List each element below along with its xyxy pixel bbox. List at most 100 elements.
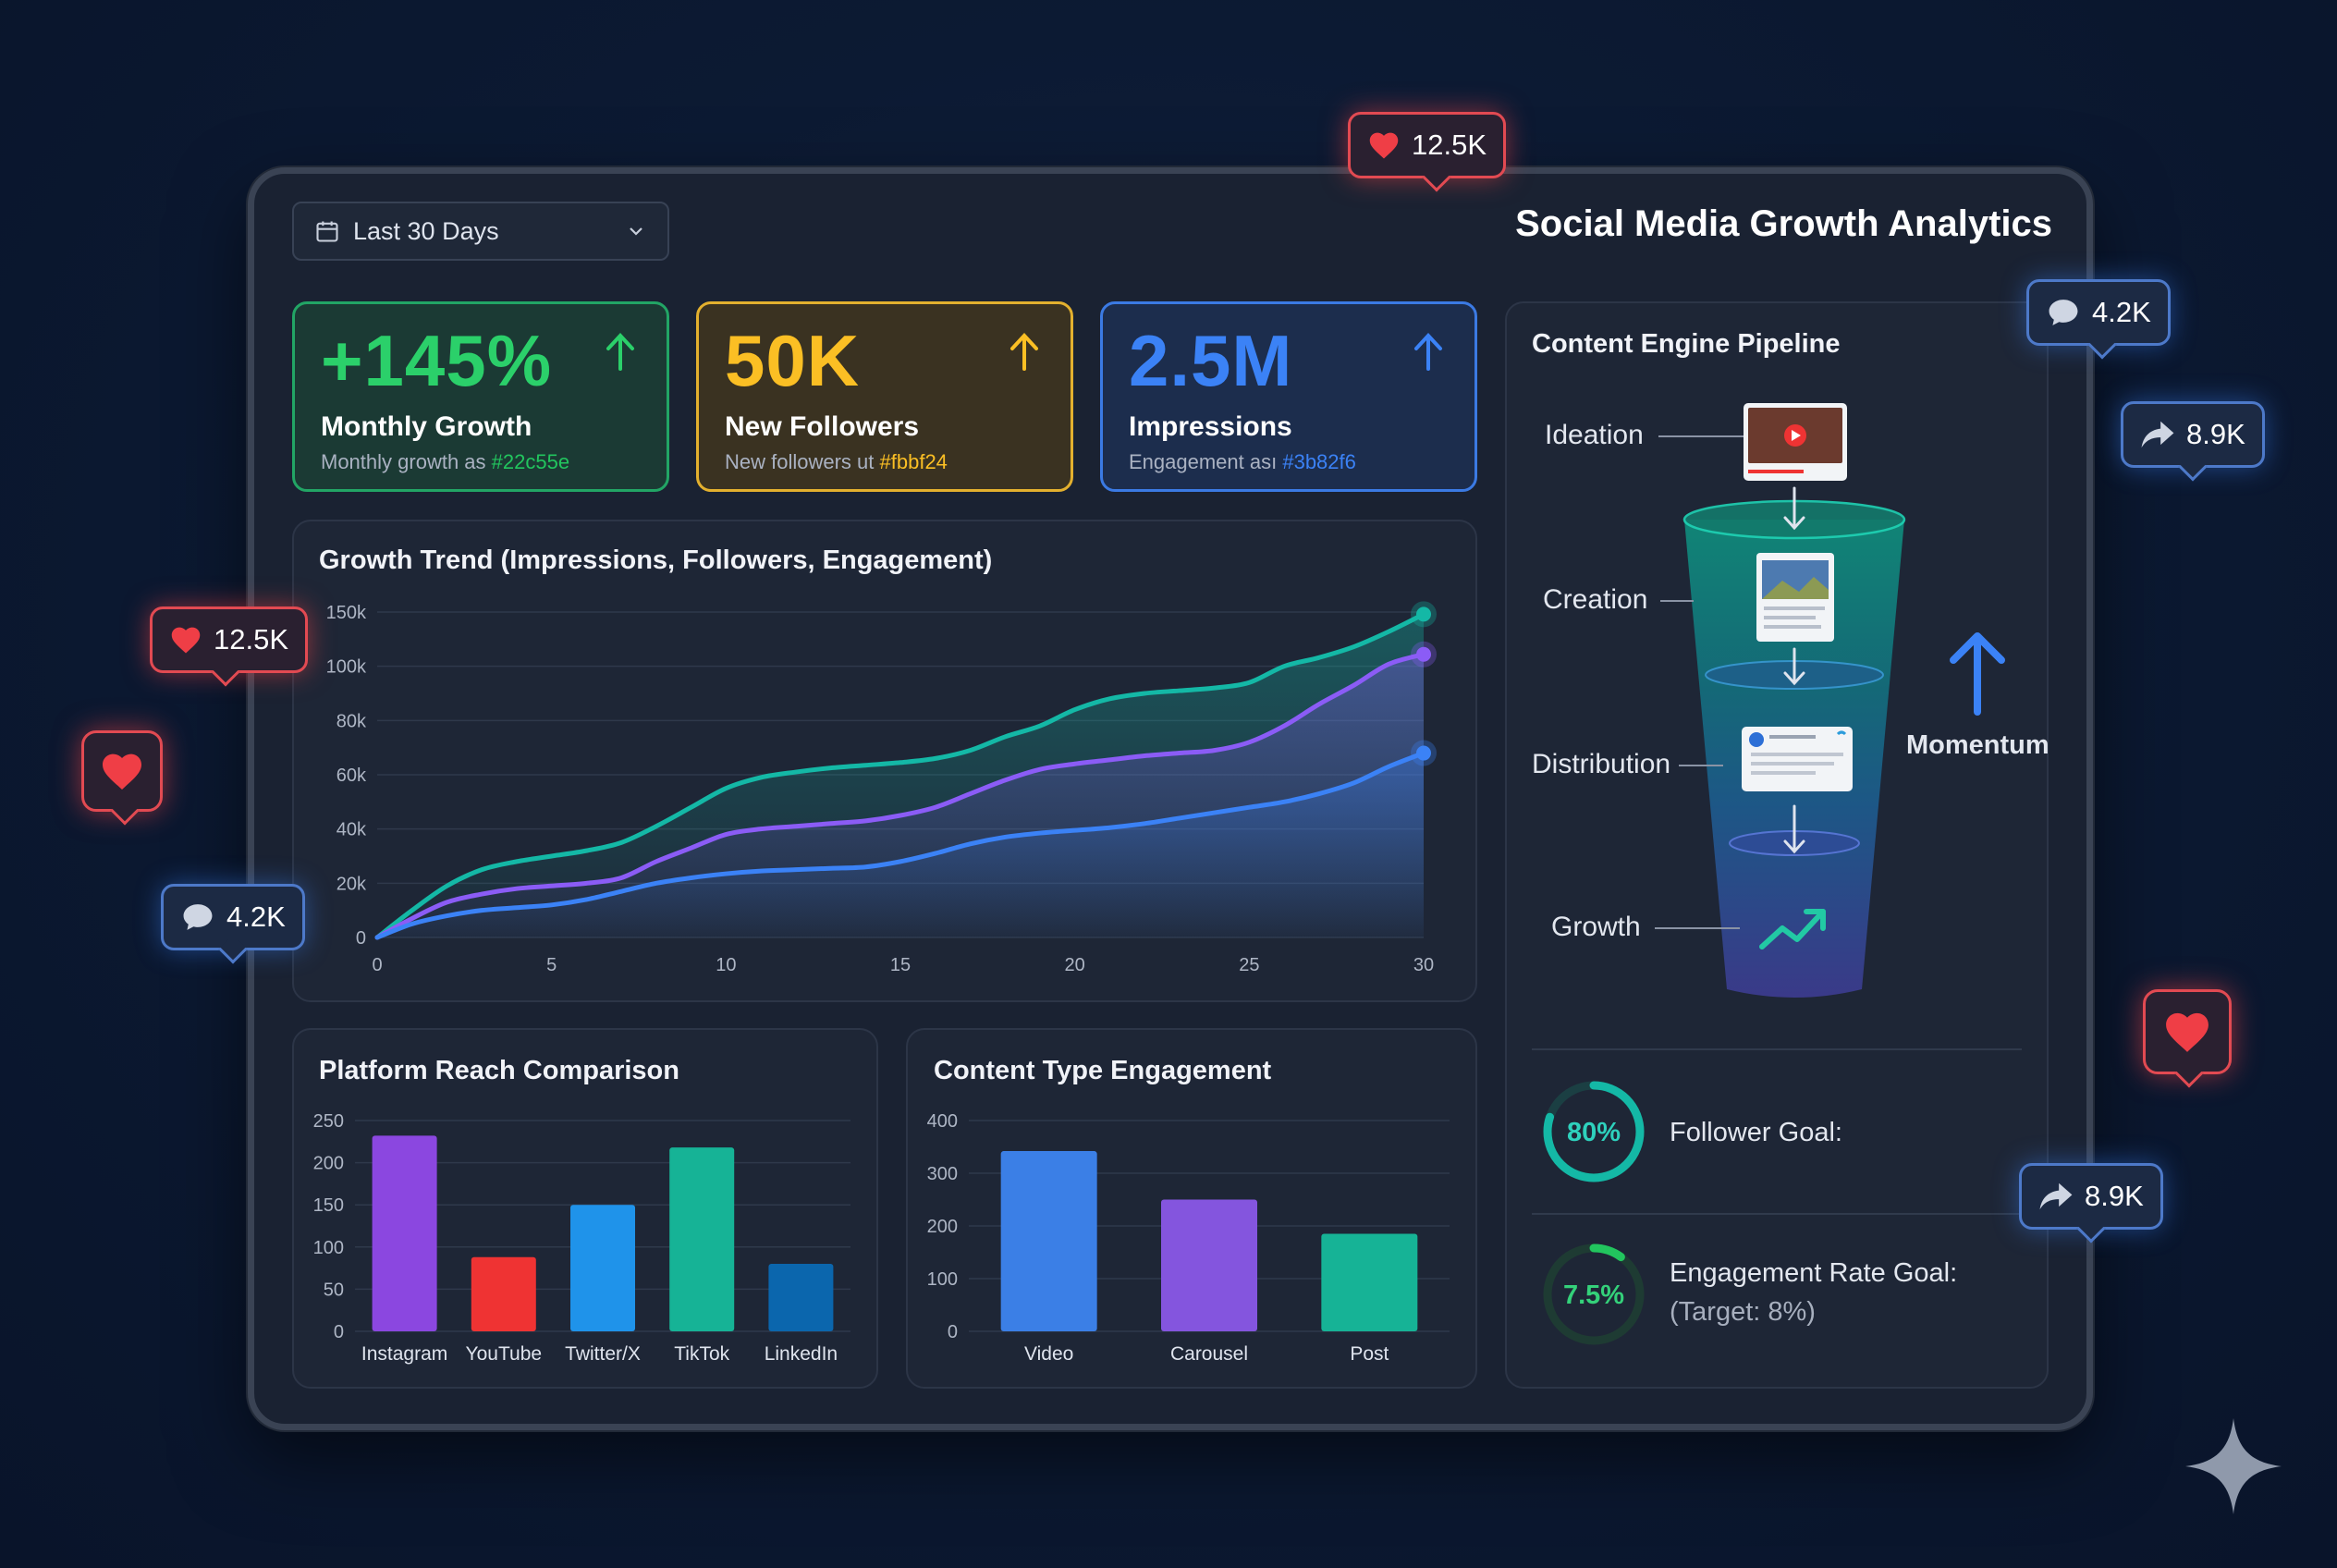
- y-tick-label: 150: [313, 1195, 344, 1216]
- y-tick-label: 150k: [326, 603, 367, 623]
- series-area-engagement: [377, 753, 1424, 937]
- content-type-chart: 0 100 200 300 400 Video Carousel Post: [927, 1111, 1450, 1365]
- divider: [1532, 1213, 2022, 1215]
- y-tick-label: 200: [927, 1217, 958, 1237]
- arrow-up-icon: [606, 333, 634, 371]
- platform-reach-title: Platform Reach Comparison: [319, 1056, 679, 1085]
- series-line-followers: [374, 652, 1426, 940]
- y-tick-label: 400: [927, 1111, 958, 1132]
- comments-count: 4.2K: [226, 900, 286, 933]
- comment-icon: [2049, 300, 2078, 325]
- x-tick-label: 20: [1065, 955, 1085, 975]
- kpi-card-monthly-growth[interactable]: +145% Monthly Growth Monthly growth as #…: [292, 301, 669, 492]
- x-tick-label: TikTok: [674, 1343, 729, 1365]
- y-tick-label: 80k: [336, 711, 367, 731]
- x-tick-label: 30: [1413, 955, 1434, 975]
- engagement-goal-label: Engagement Rate Goal: (Target: 8%): [1670, 1258, 1958, 1328]
- x-tick-label: Post: [1350, 1343, 1389, 1365]
- shares-bubble-right-top: 8.9K: [2121, 401, 2265, 482]
- page-title: Social Media Growth Analytics: [1515, 203, 2052, 244]
- date-range-value: Last 30 Days: [353, 216, 499, 245]
- platform-reach-chart: 0 50 100 150 200 250 Instagram YouTube Twitter/X…: [313, 1111, 850, 1365]
- bar-linkedin: [768, 1264, 834, 1331]
- x-tick-label: Carousel: [1170, 1343, 1248, 1365]
- y-tick-label: 100: [313, 1238, 344, 1258]
- likes-bubble-top: 12.5K: [1348, 112, 1507, 192]
- y-tick-label: 0: [948, 1322, 958, 1342]
- kpi-subtext: Engagement ası #3b82f6: [1129, 450, 1356, 473]
- engagement-goal-ring: 7.5%: [1543, 1243, 1645, 1345]
- bar-tiktok: [669, 1147, 735, 1331]
- likes-bubble-left: 12.5K: [150, 606, 309, 687]
- series-end-point: [1416, 606, 1431, 622]
- x-tick-label: 0: [372, 955, 382, 975]
- x-tick-label: Instagram: [361, 1343, 447, 1365]
- y-tick-label: 200: [313, 1154, 344, 1174]
- bar-carousel: [1161, 1199, 1257, 1331]
- heart-icon: [1369, 132, 1399, 159]
- kpi-subtext: Monthly growth as #22c55e: [321, 450, 570, 473]
- heart-icon: [2166, 1012, 2209, 1052]
- momentum-label: Momentum: [1906, 730, 2049, 760]
- kpi-value: 2.5M: [1129, 320, 1293, 401]
- share-icon: [2039, 1182, 2073, 1210]
- heart-icon: [103, 753, 141, 790]
- pipeline-stage-growth: Growth: [1551, 912, 1641, 942]
- bar-youtube: [471, 1256, 536, 1331]
- heart-bubble-left: [81, 730, 163, 826]
- bar-post: [1321, 1233, 1418, 1331]
- pipeline-stage-ideation: Ideation: [1545, 420, 1644, 450]
- pipeline-funnel: [1655, 403, 2005, 998]
- bar-instagram: [372, 1135, 437, 1331]
- comments-bubble-left: 4.2K: [161, 884, 305, 964]
- shares-count: 8.9K: [2186, 418, 2245, 450]
- pipeline-title: Content Engine Pipeline: [1532, 329, 1841, 359]
- kpi-label: Impressions: [1129, 411, 1292, 442]
- shares-bubble-right-bottom: 8.9K: [2019, 1163, 2163, 1243]
- x-tick-label: YouTube: [466, 1343, 543, 1365]
- calendar-icon: [316, 221, 338, 242]
- kpi-value: 50K: [725, 320, 861, 401]
- divider: [1532, 1048, 2022, 1050]
- comments-bubble-right: 4.2K: [2026, 279, 2171, 360]
- x-tick-label: Video: [1024, 1343, 1073, 1365]
- y-tick-label: 0: [356, 928, 366, 949]
- bar-video: [1000, 1151, 1097, 1331]
- follower-goal-ring: 80%: [1543, 1081, 1645, 1182]
- video-thumbnail-icon: [1744, 403, 1847, 481]
- sparkle-icon: [2185, 1418, 2282, 1514]
- pipeline-stage-creation: Creation: [1543, 584, 1648, 615]
- momentum-arrow-icon: [1950, 632, 2005, 716]
- chevron-down-icon: [630, 227, 642, 236]
- y-tick-label: 50: [324, 1280, 344, 1300]
- bar-twitterx: [570, 1205, 635, 1331]
- series-end-point: [1416, 745, 1431, 761]
- social-post-icon: [1742, 727, 1853, 791]
- content-type-title: Content Type Engagement: [934, 1056, 1272, 1085]
- growth-trend-chart: 0 20k 40k 60k 80k 100k 150k 0 5 10 15 20 25 30: [326, 601, 1437, 975]
- likes-count: 12.5K: [214, 623, 289, 655]
- y-tick-label: 20k: [336, 874, 367, 894]
- y-tick-label: 100: [927, 1269, 958, 1290]
- x-tick-label: LinkedIn: [765, 1343, 838, 1365]
- arrow-up-icon: [1010, 333, 1038, 371]
- heart-bubble-right: [2143, 989, 2232, 1088]
- trending-up-icon: [1759, 909, 1826, 949]
- series-line-impressions: [374, 611, 1426, 940]
- follower-goal-label: Follower Goal:: [1670, 1118, 1842, 1147]
- image-post-icon: [1756, 553, 1834, 642]
- x-tick-label: 10: [716, 955, 736, 975]
- kpi-card-impressions[interactable]: 2.5M Impressions Engagement ası #3b82f6: [1100, 301, 1477, 492]
- y-tick-label: 0: [334, 1322, 344, 1342]
- date-range-select[interactable]: Last 30 Days: [292, 202, 669, 261]
- share-icon: [2141, 421, 2174, 448]
- x-tick-label: 25: [1239, 955, 1259, 975]
- goal-ring-progress: [1543, 1081, 1645, 1182]
- kpi-card-new-followers[interactable]: 50K New Followers New followers ut #fbbf…: [696, 301, 1073, 492]
- likes-count: 12.5K: [1412, 129, 1487, 161]
- goal-percent-label: 80%: [1567, 1118, 1621, 1147]
- y-tick-label: 60k: [336, 766, 367, 786]
- y-tick-label: 100k: [326, 657, 367, 678]
- shares-count: 8.9K: [2085, 1180, 2144, 1212]
- y-tick-label: 250: [313, 1111, 344, 1132]
